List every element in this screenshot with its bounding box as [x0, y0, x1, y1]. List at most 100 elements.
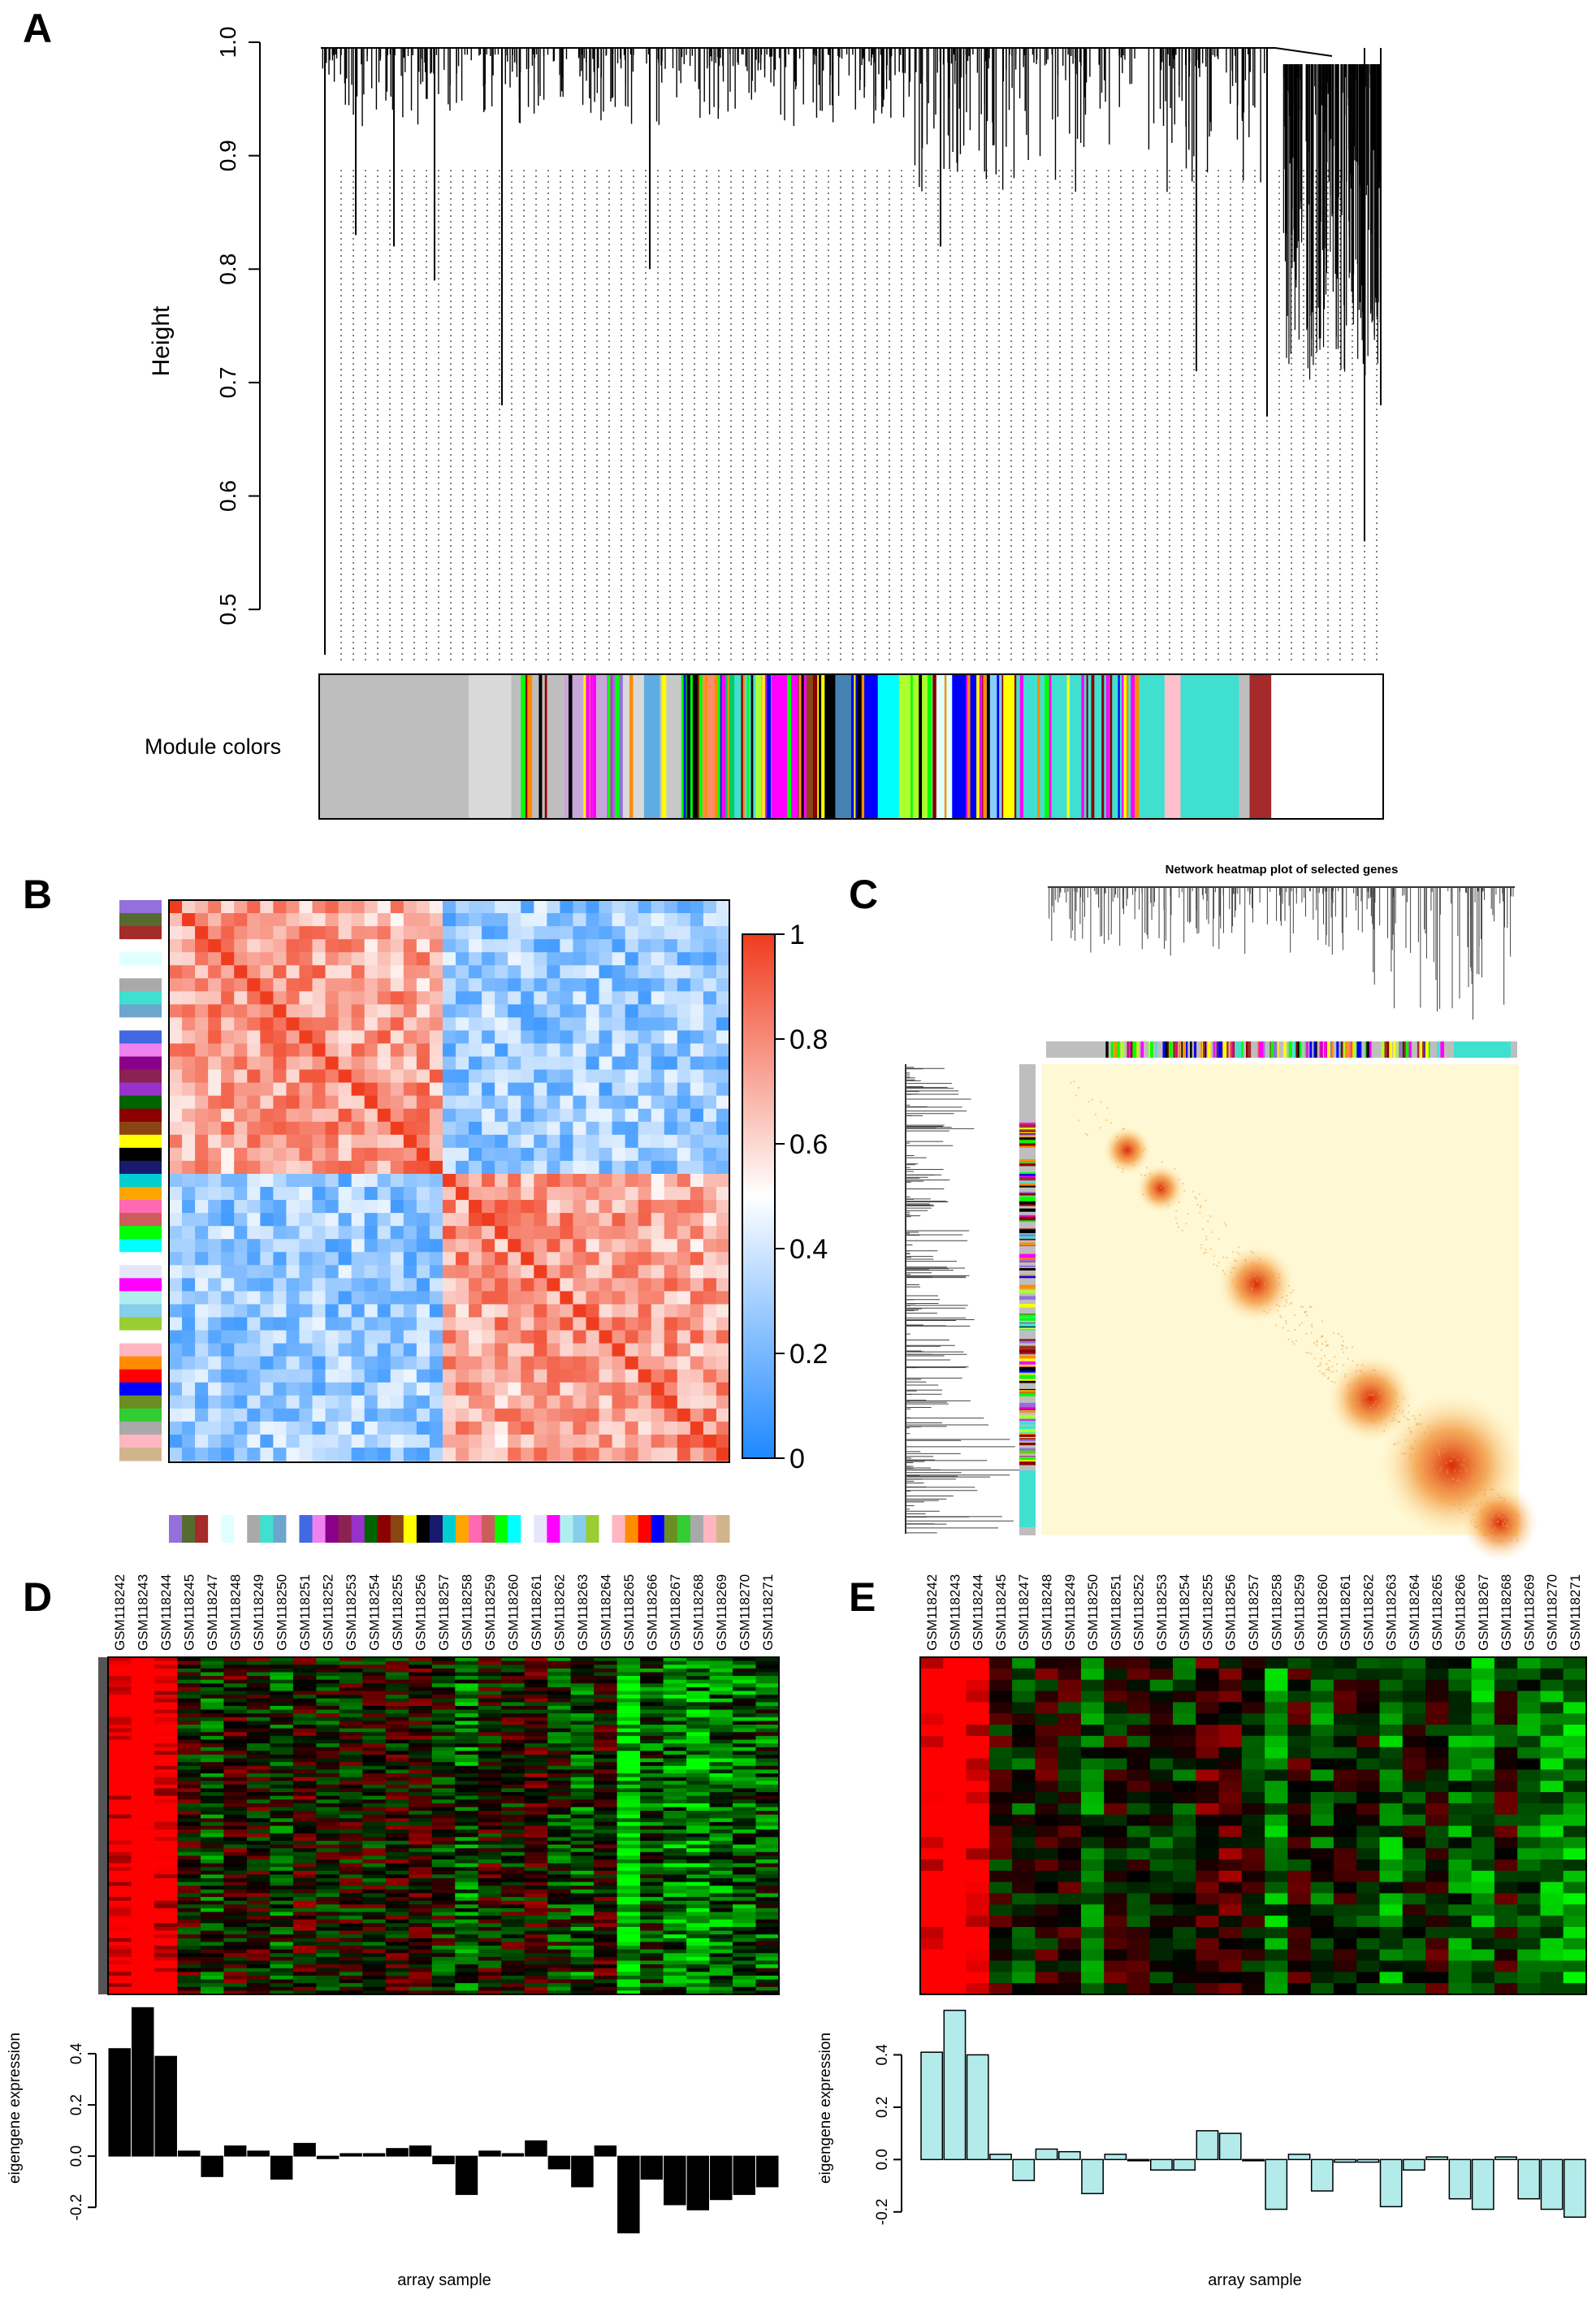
b-heat-cell: [651, 1382, 665, 1396]
c-heat-speckle: [1141, 1150, 1144, 1152]
c-heat-speckle: [1358, 1397, 1360, 1400]
b-heat-cell: [456, 1265, 469, 1279]
b-heat-cell: [651, 1187, 665, 1201]
panel-b-heatmap: [169, 900, 730, 1461]
b-heat-cell: [169, 1121, 183, 1136]
b-heat-cell: [221, 1017, 235, 1032]
b-heat-cell: [599, 1213, 613, 1227]
b-heat-cell: [234, 1004, 248, 1019]
c-heat-speckle: [1243, 1269, 1246, 1271]
b-heat-cell: [195, 1278, 209, 1292]
b-heat-cell: [273, 1147, 288, 1162]
sample-label: GSM118259: [482, 1574, 498, 1651]
b-heat-cell: [469, 1291, 482, 1305]
c-heat-speckle: [1455, 1479, 1458, 1482]
sample-label: GSM118262: [551, 1574, 567, 1651]
c-heat-speckle: [1236, 1251, 1239, 1253]
c-left-color-stripe: [1019, 1317, 1036, 1321]
b-heat-cell: [377, 965, 391, 979]
b-heat-cell: [495, 965, 508, 979]
c-heat-speckle: [1431, 1464, 1434, 1466]
b-heat-cell: [260, 1330, 274, 1344]
b-heat-cell: [377, 1317, 391, 1331]
expression-cell: [640, 1721, 664, 1725]
b-heat-cell: [325, 1239, 340, 1253]
b-heat-cell: [312, 1382, 327, 1396]
expression-cell: [431, 1698, 456, 1703]
expression-cell: [246, 1657, 270, 1662]
expression-cell: [200, 1735, 224, 1740]
b-heat-cell: [612, 1343, 626, 1357]
b-heat-cell: [260, 1278, 274, 1292]
b-heat-cell: [456, 1121, 469, 1136]
b-heat-cell: [325, 1291, 340, 1305]
expression-cell: [339, 1668, 363, 1673]
b-heat-cell: [508, 1317, 521, 1331]
expression-cell: [270, 1721, 294, 1725]
b-heat-cell: [469, 952, 482, 966]
expression-cell: [316, 1679, 340, 1684]
b-heat-cell: [429, 1200, 443, 1214]
b-heat-cell: [234, 1395, 248, 1409]
b-heat-cell: [403, 1395, 417, 1409]
b-heat-cell: [495, 991, 508, 1005]
b-heat-cell: [612, 1369, 626, 1383]
b-heat-cell: [442, 1004, 456, 1019]
c-heat-speckle: [1409, 1430, 1412, 1432]
c-top-color-stripe: [1295, 1041, 1298, 1058]
b-heat-cell: [651, 1317, 665, 1331]
expression-cell: [663, 1665, 687, 1669]
b-heat-cell: [495, 1356, 508, 1370]
b-heat-cell: [403, 1173, 417, 1188]
c-heat-speckle: [1216, 1265, 1218, 1267]
b-heat-cell: [638, 1226, 652, 1240]
b-heat-cell: [182, 1239, 196, 1253]
b-heat-cell: [351, 1095, 365, 1110]
b-heat-cell: [299, 1082, 314, 1097]
b-heat-cell: [234, 1291, 248, 1305]
b-heat-cell: [456, 965, 469, 979]
c-heat-speckle: [1259, 1258, 1261, 1260]
b-heat-cell: [325, 926, 340, 940]
expression-cell: [733, 1676, 757, 1681]
b-heat-cell: [638, 1421, 652, 1435]
expression-cell: [131, 1691, 155, 1695]
expression-cell: [409, 1665, 433, 1669]
panel-a-y-axis: 0.50.60.70.80.91.0: [215, 27, 261, 626]
b-heat-cell: [221, 1095, 235, 1110]
c-heat-speckle: [1175, 1210, 1178, 1212]
expression-cell: [409, 1747, 433, 1751]
b-heat-cell: [456, 952, 469, 966]
c-top-color-stripe: [1262, 1041, 1265, 1058]
b-heat-cell: [286, 1043, 301, 1058]
c-heat-speckle: [1086, 1134, 1088, 1137]
c-heat-speckle: [1192, 1190, 1195, 1193]
expression-cell: [385, 1743, 409, 1748]
b-heat-cell: [690, 1160, 704, 1175]
b-heat-cell: [247, 1395, 261, 1409]
b-heat-cell: [521, 1030, 534, 1045]
b-heat-cell: [221, 1187, 235, 1201]
b-left-module-color: [119, 1395, 162, 1409]
c-heat-speckle: [1320, 1357, 1322, 1360]
c-heat-speckle: [1480, 1489, 1482, 1492]
b-heat-cell: [351, 1343, 365, 1357]
b-heat-cell: [586, 1317, 600, 1331]
b-heat-cell: [716, 1004, 730, 1019]
a-module-stripe: [812, 675, 818, 818]
expression-cell: [339, 1709, 363, 1714]
c-heat-speckle: [1461, 1492, 1464, 1494]
b-heat-cell: [442, 1095, 456, 1110]
b-heat-cell: [560, 1004, 574, 1019]
b-heat-cell: [286, 939, 301, 953]
b-heat-cell: [625, 952, 639, 966]
c-heat-speckle: [1278, 1273, 1280, 1275]
expression-cell: [270, 1713, 294, 1718]
b-heat-cell: [247, 1434, 261, 1448]
b-heat-cell: [169, 1069, 183, 1084]
b-heat-cell: [703, 1069, 717, 1084]
expression-cell: [709, 1739, 733, 1744]
c-heat-speckle: [1516, 1540, 1519, 1543]
expression-cell: [709, 1751, 733, 1756]
b-heat-cell: [208, 1421, 222, 1435]
